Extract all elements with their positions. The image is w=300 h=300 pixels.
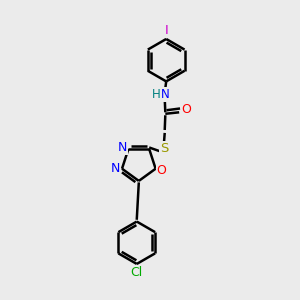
Text: O: O xyxy=(182,103,191,116)
Text: I: I xyxy=(165,24,169,37)
Text: Cl: Cl xyxy=(130,266,143,279)
Text: N: N xyxy=(161,88,170,101)
Text: S: S xyxy=(160,142,168,155)
Text: N: N xyxy=(111,162,120,175)
Text: O: O xyxy=(157,164,166,177)
Text: H: H xyxy=(152,88,161,101)
Text: N: N xyxy=(117,141,127,154)
